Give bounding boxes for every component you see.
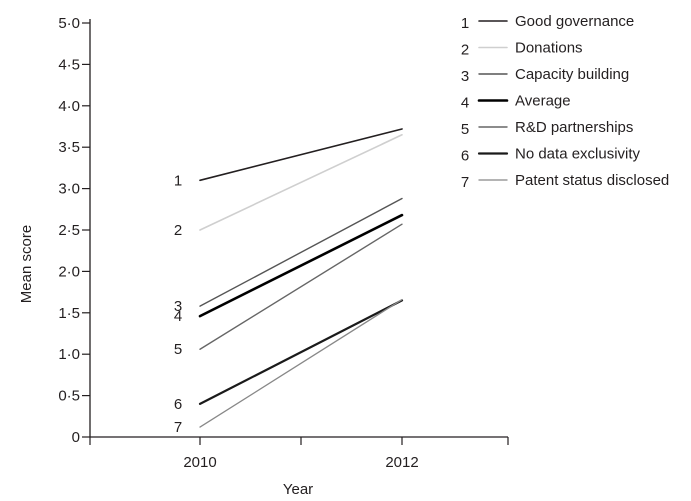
legend-number: 1 [461, 15, 469, 32]
legend-number: 3 [461, 68, 469, 85]
y-tick-label: 2·5 [58, 222, 80, 239]
legend-label: Patent status disclosed [515, 172, 669, 189]
y-tick-label: 2·0 [58, 263, 80, 280]
x-tick-label: 2010 [183, 454, 216, 471]
legend-number: 7 [461, 174, 469, 191]
legend-label: Donations [515, 40, 583, 57]
x-tick-label: 2012 [385, 454, 418, 471]
series-line-5 [199, 223, 403, 350]
y-tick-label: 1·0 [58, 346, 80, 363]
series-line-2 [199, 133, 403, 231]
y-tick-label: 4·0 [58, 98, 80, 115]
y-tick-label: 3·0 [58, 181, 80, 198]
series-line-3 [199, 197, 403, 307]
y-tick-label: 1·5 [58, 305, 80, 322]
y-tick-label: 5·0 [58, 15, 80, 32]
y-tick-label: 4·5 [58, 56, 80, 73]
series-lines [198, 128, 404, 428]
legend-label: Good governance [515, 13, 634, 30]
series-label-3: 3 [174, 298, 182, 315]
series-line-1 [199, 128, 403, 182]
series-label-4: 4 [174, 308, 182, 325]
legend: 1 Good governance 2 Donations 3 Capacity buil… [461, 13, 669, 191]
y-tick-label: 0 [72, 429, 80, 446]
series-label-1: 1 [174, 172, 182, 189]
legend-number: 6 [461, 148, 469, 165]
x-axis-label: Year [283, 481, 313, 496]
series-line-4 [198, 213, 404, 318]
legend-label: R&D partnerships [515, 119, 633, 136]
y-axis-label: Mean score [18, 225, 35, 303]
series-label-6: 6 [174, 396, 182, 413]
legend-label: Average [515, 93, 571, 110]
y-tick-label: 3·5 [58, 139, 80, 156]
y-tick-label: 0·5 [58, 388, 80, 405]
series-label-5: 5 [174, 341, 182, 358]
series-number-labels: 1 2 34 5 6 7 [174, 172, 182, 436]
legend-number: 5 [461, 121, 469, 138]
legend-number: 4 [461, 95, 469, 112]
series-line-6 [198, 299, 404, 405]
series-line-7 [199, 298, 403, 428]
series-label-2: 2 [174, 222, 182, 239]
legend-label: No data exclusivity [515, 146, 641, 163]
axes: 0 0·5 1·0 1·5 2·0 2·5 3·0 3·5 4·0 4·5 5·0 2010 2012 [58, 15, 509, 471]
series-label-7: 7 [174, 419, 182, 436]
legend-label: Capacity building [515, 66, 629, 83]
legend-number: 2 [461, 42, 469, 59]
